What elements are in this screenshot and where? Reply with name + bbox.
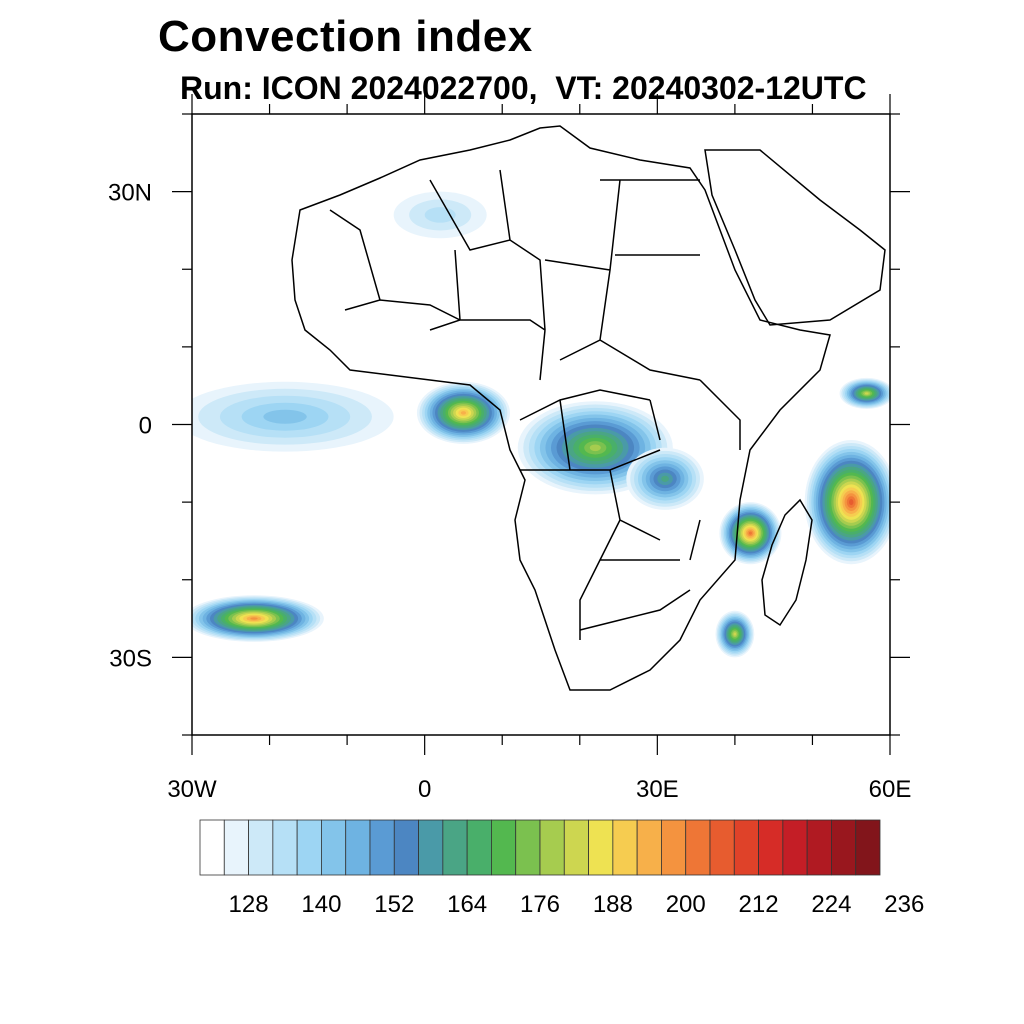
field-region-mozambique-channel (719, 502, 782, 565)
colorbar-tick-label: 212 (739, 891, 779, 918)
lat-tick-label: 30N (108, 180, 152, 207)
colorbar-tick-label: 224 (811, 891, 851, 918)
colorbar-swatch (831, 819, 857, 876)
field-region-south-atlantic-band (192, 595, 324, 642)
colorbar-swatch (369, 819, 395, 876)
lat-tick-label: 30S (109, 645, 152, 672)
lon-tick-label: 30W (167, 776, 217, 803)
colorbar-tick-label: 176 (520, 891, 560, 918)
colorbar-tick-label: 164 (447, 891, 487, 918)
colorbar-swatch (588, 819, 614, 876)
colorbar-swatch (466, 819, 492, 876)
colorbar-swatch (393, 819, 419, 876)
colorbar-swatch (709, 819, 735, 876)
map-ticks (172, 94, 910, 755)
field-contour (263, 409, 307, 424)
field-contour (424, 207, 456, 223)
field-region-arabian-sea (839, 377, 890, 409)
border-lines (329, 169, 741, 640)
lat-tick-label: 0 (139, 413, 152, 440)
field-region-southeast-africa-coast (715, 610, 755, 658)
lon-tick-label: 60E (869, 776, 912, 803)
colorbar-swatch (345, 819, 371, 876)
colorbar-swatch (612, 819, 638, 876)
field-contour (589, 444, 601, 452)
chart-subtitle: Run: ICON 2024022700, VT: 20240302-12UTC (180, 70, 867, 106)
colorbar-swatch (418, 819, 444, 876)
colorbar-swatch (855, 819, 881, 876)
colorbar: 128 140 152 164 176 188 200 212 224 236 (199, 819, 924, 918)
convection-field (192, 191, 890, 658)
field-contour (250, 617, 258, 620)
africa-coastline (291, 125, 831, 691)
colorbar-swatch (515, 819, 541, 876)
colorbar-swatch (733, 819, 759, 876)
colorbar-tick-label: 200 (666, 891, 706, 918)
colorbar-swatch (685, 819, 711, 876)
colorbar-swatch (782, 819, 808, 876)
colorbar-swatch (491, 819, 517, 876)
colorbar-tick-label: 128 (229, 891, 269, 918)
lon-tick-label: 30E (636, 776, 679, 803)
colorbar-swatch (296, 819, 322, 876)
lon-tick-label: 0 (418, 776, 431, 803)
colorbar-swatch (758, 819, 784, 876)
country-borders (291, 125, 886, 691)
field-region-equatorial-atlantic-band (192, 381, 394, 452)
colorbar-swatch (248, 819, 274, 876)
colorbar-swatch (223, 819, 249, 876)
colorbar-swatch (199, 819, 225, 876)
colorbar-swatch (321, 819, 347, 876)
field-contour (849, 499, 854, 506)
arabia-coastline (704, 149, 886, 326)
colorbar-swatch (661, 819, 687, 876)
colorbar-swatch (563, 819, 589, 876)
field-region-east-africa-lakes (626, 447, 704, 510)
madagascar-coastline (761, 498, 813, 627)
colorbar-tick-label: 236 (884, 891, 924, 918)
colorbar-swatch (636, 819, 662, 876)
field-region-southwest-indian-ocean (804, 440, 890, 565)
field-contour (733, 632, 737, 636)
colorbar-swatch (442, 819, 468, 876)
colorbar-tick-label: 152 (374, 891, 414, 918)
map-tick-labels: 30N 0 30S 30W 0 30E 60E (108, 180, 911, 803)
field-region-gulf-of-guinea-cluster (416, 381, 510, 444)
colorbar-swatch (272, 819, 298, 876)
colorbar-tick-label: 140 (301, 891, 341, 918)
chart-title: Convection index (158, 12, 533, 61)
colorbar-swatch (539, 819, 565, 876)
field-contour (460, 411, 467, 415)
colorbar-tick-label: 188 (593, 891, 633, 918)
field-contour (661, 475, 669, 482)
field-contour (864, 392, 869, 395)
colorbar-swatch (806, 819, 832, 876)
field-contour (748, 531, 752, 535)
